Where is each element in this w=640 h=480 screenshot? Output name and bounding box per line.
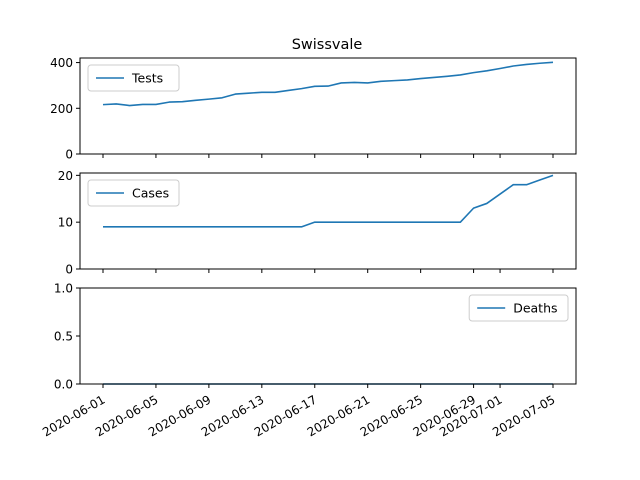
- cases-panel: 0 10 20 Cases: [58, 169, 577, 277]
- legend-label: Cases: [132, 186, 169, 201]
- legend-box: [87, 64, 180, 92]
- series-line-cases: [103, 174, 554, 228]
- y-tick-label: 200: [50, 102, 73, 116]
- chart-title: Swissvale: [292, 37, 363, 53]
- y-tick-label: 20: [58, 169, 73, 183]
- legend: Cases: [87, 179, 180, 207]
- y-tick-label: 0: [65, 148, 73, 162]
- legend: Deaths: [468, 294, 569, 322]
- legend-box: [87, 179, 180, 207]
- legend: Tests: [87, 64, 180, 92]
- y-tick-label: 400: [50, 56, 73, 70]
- legend-box: [468, 294, 569, 322]
- x-tick-labels: 2020-06-012020-06-052020-06-092020-06-13…: [40, 392, 557, 439]
- legend-label: Tests: [131, 71, 163, 86]
- deaths-panel: 0.0 0.5 1.0 Deaths: [54, 282, 577, 392]
- y-tick-label: 0: [65, 263, 73, 277]
- y-tick-label: 10: [58, 216, 73, 230]
- y-tick-label: 1.0: [54, 282, 73, 296]
- y-tick-label: 0.0: [54, 378, 73, 392]
- series-line-tests: [102, 61, 554, 107]
- y-tick-label: 0.5: [54, 330, 73, 344]
- axes-frame: [79, 172, 577, 270]
- tests-panel: 0 200 400 Tests: [50, 56, 577, 162]
- legend-label: Deaths: [513, 301, 557, 316]
- axes-frame: [79, 57, 577, 155]
